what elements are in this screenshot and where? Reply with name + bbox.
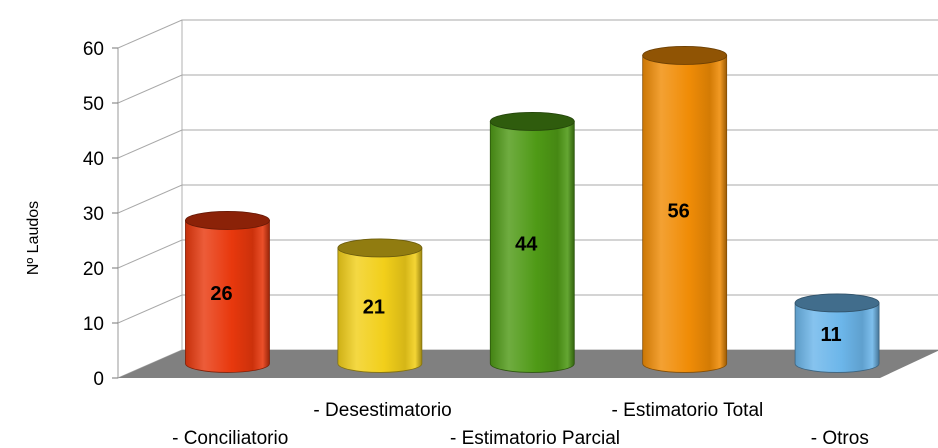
bar-top	[794, 293, 880, 313]
data-label: 21	[363, 297, 385, 319]
y-axis-ticks: 0 10 20 30 40 50 60	[83, 39, 104, 390]
data-label: 56	[668, 200, 690, 222]
bar-body	[337, 247, 423, 373]
data-labels: 26 21 44 56 11	[210, 200, 841, 346]
category-label: - Otros	[811, 428, 869, 448]
data-label: 11	[821, 324, 842, 346]
category-label: - Estimatorio Parcial	[450, 428, 620, 448]
y-tick-label: 20	[83, 259, 104, 280]
gridline	[117, 19, 938, 49]
bar-top	[642, 46, 728, 65]
y-tick-label: 60	[83, 39, 104, 60]
y-tick-label: 40	[83, 149, 104, 170]
bar-body	[489, 121, 575, 373]
category-label: - Estimatorio Total	[612, 400, 764, 421]
bar-body	[642, 55, 728, 373]
y-tick-label: 50	[83, 94, 104, 115]
bar-top	[185, 211, 270, 230]
category-labels: - Conciliatorio - Desestimatorio - Estimat…	[172, 400, 869, 448]
category-label: - Desestimatorio	[313, 400, 451, 421]
bar-body	[185, 220, 270, 373]
y-axis-label: Nº Laudos	[25, 201, 42, 275]
y-tick-label: 0	[93, 369, 104, 390]
y-tick-label: 30	[83, 204, 104, 225]
gridline	[117, 74, 938, 104]
bar-top	[337, 238, 423, 258]
category-label: - Conciliatorio	[172, 428, 288, 448]
bar-top	[489, 112, 575, 131]
data-label: 44	[515, 233, 538, 255]
bar-body	[794, 302, 880, 373]
bars	[185, 46, 880, 373]
data-label: 26	[210, 283, 232, 305]
y-tick-label: 10	[83, 314, 104, 335]
